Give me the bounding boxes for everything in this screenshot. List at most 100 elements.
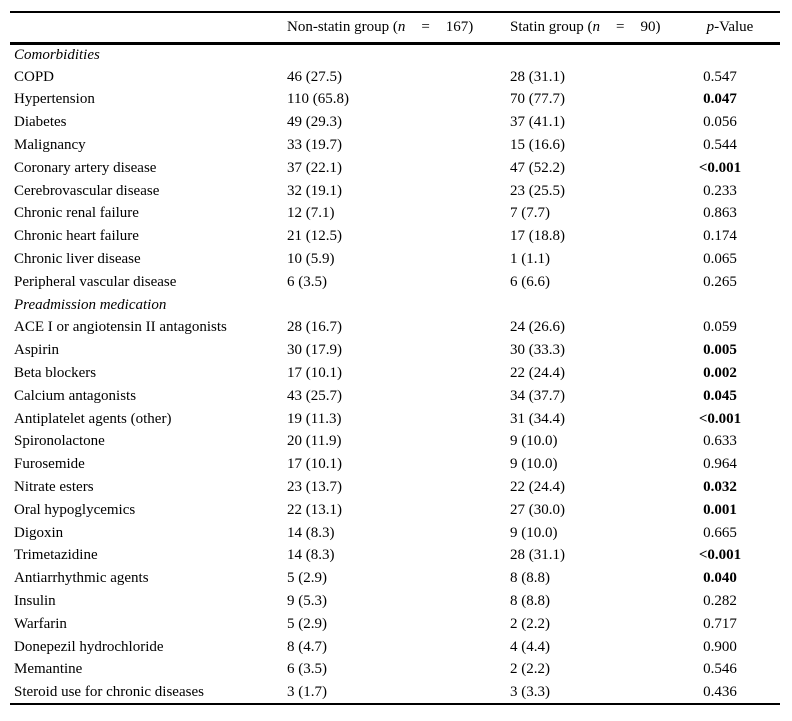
non-statin-value: 6 (3.5) xyxy=(287,273,327,290)
row-label: Spironolactone xyxy=(14,433,105,450)
statin-value: 4 (4.4) xyxy=(510,638,550,655)
table-row: Chronic renal failure 12 (7.1) 7 (7.7) 0.86… xyxy=(10,203,780,226)
non-statin-value: 3 (1.7) xyxy=(287,683,327,700)
p-value: 0.045 xyxy=(703,387,737,404)
row-label: Cerebrovascular disease xyxy=(14,182,160,199)
non-statin-value: 21 (12.5) xyxy=(287,228,342,245)
non-statin-value: 20 (11.9) xyxy=(287,433,342,450)
statin-value: 23 (25.5) xyxy=(510,182,565,199)
p-value: 0.544 xyxy=(703,137,737,154)
statin-value: 70 (77.7) xyxy=(510,91,565,108)
italic-p: p xyxy=(706,18,715,35)
non-statin-value: 28 (16.7) xyxy=(287,319,342,336)
table-row: Antiarrhythmic agents 5 (2.9) 8 (8.8) 0.040 xyxy=(10,567,780,590)
non-statin-value: 5 (2.9) xyxy=(287,570,327,587)
table-row: Trimetazidine 14 (8.3) 28 (31.1) <0.001 xyxy=(10,545,780,568)
statin-value: 1 (1.1) xyxy=(510,251,550,268)
table-row: Spironolactone 20 (11.9) 9 (10.0) 0.633 xyxy=(10,431,780,454)
p-value: 0.059 xyxy=(703,319,737,336)
table-row: Beta blockers 17 (10.1) 22 (24.4) 0.002 xyxy=(10,362,780,385)
row-label: Donepezil hydrochloride xyxy=(14,638,164,655)
table-row: Antiplatelet agents (other) 19 (11.3) 31 (… xyxy=(10,408,780,431)
p-value: 0.717 xyxy=(703,615,737,632)
table-body: Comorbidities COPD 46 (27.5) 28 (31.1) 0.547… xyxy=(10,43,780,704)
header-row: Non-statin group (n = 167) Statin group (n… xyxy=(10,12,780,43)
non-statin-value: 10 (5.9) xyxy=(287,251,335,268)
table-row: Steroid use for chronic diseases 3 (1.7) 3… xyxy=(10,681,780,704)
equals-sign: = xyxy=(616,18,625,35)
table-row: Chronic liver disease 10 (5.9) 1 (1.1) 0.06… xyxy=(10,248,780,271)
p-value: 0.863 xyxy=(703,205,737,222)
p-value: 0.040 xyxy=(703,570,737,587)
non-statin-value: 33 (19.7) xyxy=(287,137,342,154)
non-statin-value: 17 (10.1) xyxy=(287,365,342,382)
non-statin-value: 37 (22.1) xyxy=(287,159,342,176)
statin-value: 9 (10.0) xyxy=(510,433,558,450)
p-value: 0.002 xyxy=(703,365,737,382)
italic-n: n xyxy=(397,18,406,35)
table-row: Donepezil hydrochloride 8 (4.7) 4 (4.4) 0.9… xyxy=(10,636,780,659)
p-value: 0.056 xyxy=(703,114,737,131)
row-label: Aspirin xyxy=(14,342,59,359)
non-statin-value: 43 (25.7) xyxy=(287,387,342,404)
row-label: Digoxin xyxy=(14,524,64,541)
row-label: Coronary artery disease xyxy=(14,159,157,176)
statin-value: 3 (3.3) xyxy=(510,683,550,700)
p-value: 0.001 xyxy=(703,501,737,518)
header-non-statin-group: Non-statin group (n = 167) xyxy=(287,12,510,43)
italic-n: n xyxy=(592,18,601,35)
non-statin-value: 9 (5.3) xyxy=(287,593,327,610)
table-row: Digoxin 14 (8.3) 9 (10.0) 0.665 xyxy=(10,522,780,545)
statin-value: 28 (31.1) xyxy=(510,547,565,564)
table-row: Coronary artery disease 37 (22.1) 47 (52.2… xyxy=(10,157,780,180)
non-statin-value: 14 (8.3) xyxy=(287,547,335,564)
p-value: 0.005 xyxy=(703,342,737,359)
non-statin-value: 19 (11.3) xyxy=(287,410,342,427)
row-label: Steroid use for chronic diseases xyxy=(14,683,204,700)
section-title: Comorbidities xyxy=(14,46,100,63)
non-statin-value: 8 (4.7) xyxy=(287,638,327,655)
section-header-row: Comorbidities xyxy=(10,43,780,66)
table-row: Aspirin 30 (17.9) 30 (33.3) 0.005 xyxy=(10,339,780,362)
row-label: Calcium antagonists xyxy=(14,387,137,404)
row-label: Trimetazidine xyxy=(14,547,98,564)
non-statin-value: 32 (19.1) xyxy=(287,182,342,199)
comparison-table-container: Non-statin group (n = 167) Statin group (n… xyxy=(10,11,780,706)
table-row: Nitrate esters 23 (13.7) 22 (24.4) 0.032 xyxy=(10,476,780,499)
statin-value: 34 (37.7) xyxy=(510,387,565,404)
p-value: 0.282 xyxy=(703,593,737,610)
non-statin-value: 14 (8.3) xyxy=(287,524,335,541)
group-count: 90 xyxy=(640,18,656,35)
p-value: 0.964 xyxy=(703,456,737,473)
non-statin-value: 12 (7.1) xyxy=(287,205,335,222)
row-label: Antiplatelet agents (other) xyxy=(14,410,172,427)
non-statin-value: 6 (3.5) xyxy=(287,661,327,678)
statin-value: 8 (8.8) xyxy=(510,570,550,587)
comparison-table: Non-statin group (n = 167) Statin group (n… xyxy=(10,11,780,706)
row-label: COPD xyxy=(14,68,55,85)
section-title: Preadmission medication xyxy=(14,296,167,313)
p-value: 0.265 xyxy=(703,273,737,290)
statin-value: 24 (26.6) xyxy=(510,319,565,336)
table-row: ACE I or angiotensin II antagonists 28 (1… xyxy=(10,317,780,340)
section-header-row: Preadmission medication xyxy=(10,294,780,317)
p-value: <0.001 xyxy=(698,547,742,564)
table-row: Malignancy 33 (19.7) 15 (16.6) 0.544 xyxy=(10,134,780,157)
non-statin-value: 23 (13.7) xyxy=(287,479,342,496)
statin-value: 22 (24.4) xyxy=(510,479,565,496)
statin-value: 47 (52.2) xyxy=(510,159,565,176)
table-row: Warfarin 5 (2.9) 2 (2.2) 0.717 xyxy=(10,613,780,636)
p-value: 0.174 xyxy=(703,228,737,245)
row-label: Warfarin xyxy=(14,615,67,632)
table-row: Memantine 6 (3.5) 2 (2.2) 0.546 xyxy=(10,659,780,682)
statin-value: 7 (7.7) xyxy=(510,205,550,222)
p-value: <0.001 xyxy=(698,410,742,427)
p-value: 0.546 xyxy=(703,661,737,678)
non-statin-value: 49 (29.3) xyxy=(287,114,342,131)
header-label-text: -Value xyxy=(714,18,754,35)
statin-value: 28 (31.1) xyxy=(510,68,565,85)
table-row: Oral hypoglycemics 22 (13.1) 27 (30.0) 0.00… xyxy=(10,499,780,522)
header-label-text: Non-statin group ( xyxy=(287,18,398,35)
row-label: Memantine xyxy=(14,661,83,678)
